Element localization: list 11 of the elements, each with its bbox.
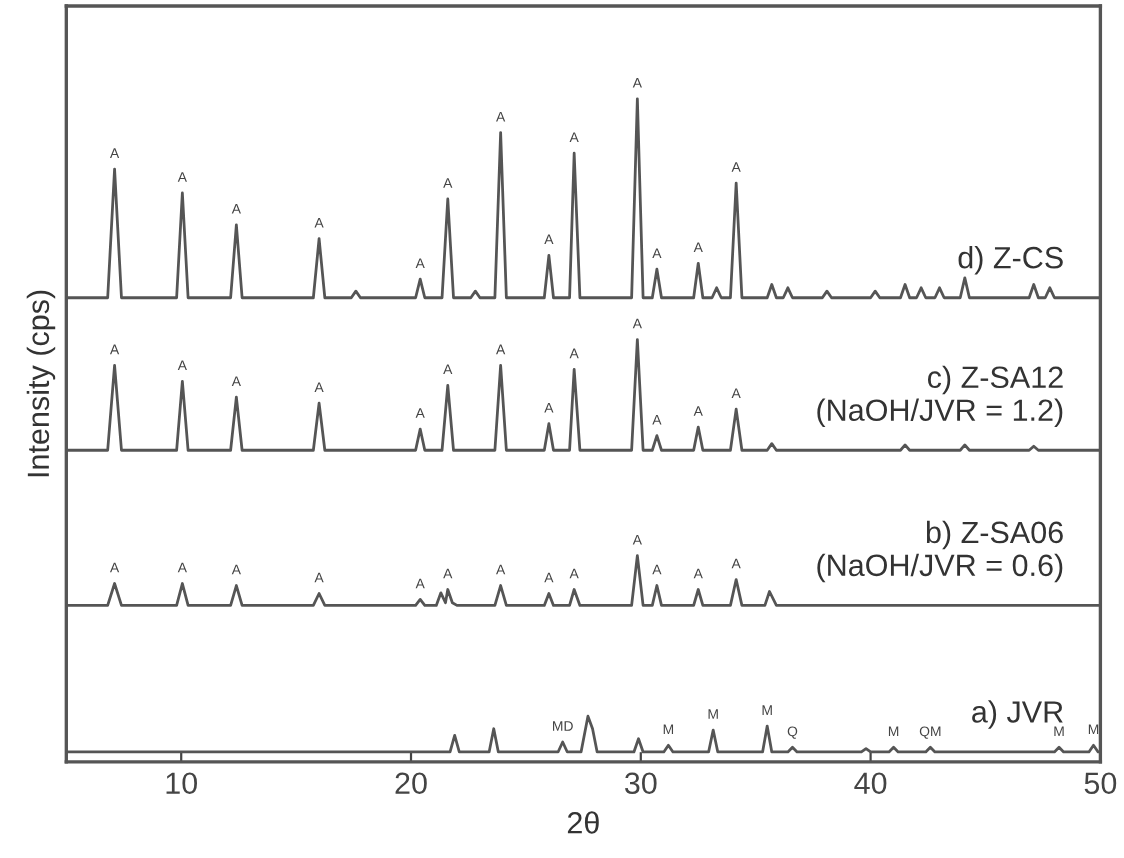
series-label: a) JVR — [972, 700, 1063, 729]
x-tick-label: 30 — [624, 772, 657, 795]
x-tick-label: 20 — [395, 772, 427, 795]
series-label: b) Z-SA06 (NaOH/JVR = 0.6) — [817, 520, 1063, 583]
y-axis-title: Intensity (cps) — [26, 290, 56, 477]
x-tick-label: 40 — [854, 772, 887, 795]
x-tick-label: 10 — [166, 772, 198, 795]
x-tick-label: 50 — [1084, 772, 1117, 795]
series-label: d) Z-CS — [958, 246, 1063, 275]
x-axis-title: 2θ — [567, 811, 599, 834]
series-label: c) Z-SA12 (NaOH/JVR = 1.2) — [817, 365, 1063, 428]
